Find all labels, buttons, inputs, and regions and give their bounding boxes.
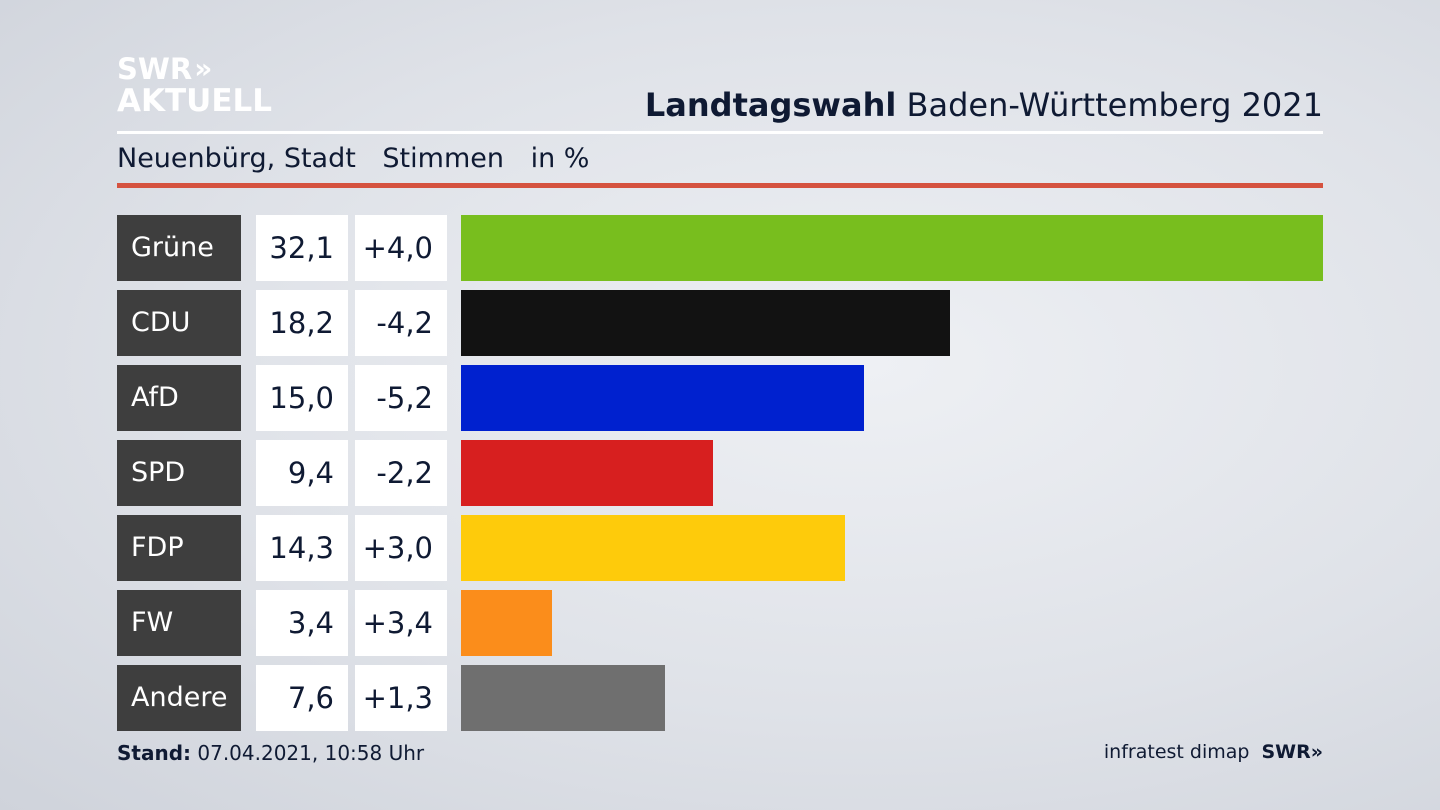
- party-label: AfD: [117, 365, 241, 431]
- party-label: FDP: [117, 515, 241, 581]
- vote-change-value: +1,3: [355, 665, 447, 731]
- accent-divider: [117, 183, 1323, 188]
- vote-share-value: 14,3: [256, 515, 348, 581]
- chart-row: FW 3,4 +3,4: [117, 590, 1323, 656]
- bar-spd: [461, 440, 713, 506]
- logo-aktuell: AKTUELL: [117, 83, 273, 119]
- party-label: SPD: [117, 440, 241, 506]
- header-divider: [117, 131, 1323, 134]
- stand-value: 07.04.2021, 10:58 Uhr: [191, 741, 425, 765]
- vote-change-value: +3,0: [355, 515, 447, 581]
- unit-label: in %: [530, 143, 590, 174]
- vote-share-value: 3,4: [256, 590, 348, 656]
- title-rest: Baden-Württemberg 2021: [896, 86, 1324, 124]
- measure-label: Stimmen: [382, 143, 504, 174]
- swr-footer-logo: SWR»: [1261, 741, 1323, 763]
- bar-gr-ne: [461, 215, 1323, 281]
- logo-swr: SWR: [117, 52, 193, 86]
- timestamp: Stand: 07.04.2021, 10:58 Uhr: [117, 741, 424, 765]
- chart-subtitle: Neuenbürg, Stadt Stimmen in %: [117, 143, 607, 174]
- bar-cdu: [461, 290, 950, 356]
- chart-row: CDU 18,2 -4,2: [117, 290, 1323, 356]
- vote-share-value: 18,2: [256, 290, 348, 356]
- bar-afd: [461, 365, 864, 431]
- chart-row: Andere 7,6 +1,3: [117, 665, 1323, 731]
- chart-row: AfD 15,0 -5,2: [117, 365, 1323, 431]
- swr-aktuell-logo: SWR» AKTUELL: [117, 52, 273, 119]
- logo-arrows-icon: »: [194, 52, 213, 85]
- vote-share-value: 9,4: [256, 440, 348, 506]
- chart-row: SPD 9,4 -2,2: [117, 440, 1323, 506]
- bar-andere: [461, 665, 665, 731]
- party-label: FW: [117, 590, 241, 656]
- party-label: Grüne: [117, 215, 241, 281]
- party-label: CDU: [117, 290, 241, 356]
- chart-row: Grüne 32,1 +4,0: [117, 215, 1323, 281]
- bar-fw: [461, 590, 552, 656]
- location-label: Neuenbürg, Stadt: [117, 143, 356, 174]
- party-label: Andere: [117, 665, 241, 731]
- bar-fdp: [461, 515, 845, 581]
- vote-change-value: +4,0: [355, 215, 447, 281]
- vote-share-value: 7,6: [256, 665, 348, 731]
- vote-share-value: 32,1: [256, 215, 348, 281]
- vote-change-value: +3,4: [355, 590, 447, 656]
- vote-change-value: -2,2: [355, 440, 447, 506]
- stand-label: Stand:: [117, 741, 192, 765]
- source-label: infratest dimap: [1103, 741, 1250, 763]
- title-bold: Landtagswahl: [644, 86, 897, 124]
- source-credit: infratest dimap SWR»: [1104, 741, 1323, 763]
- vote-change-value: -4,2: [355, 290, 447, 356]
- chart-row: FDP 14,3 +3,0: [117, 515, 1323, 581]
- vote-change-value: -5,2: [355, 365, 447, 431]
- vote-share-value: 15,0: [256, 365, 348, 431]
- page-title: Landtagswahl Baden-Württemberg 2021: [645, 86, 1323, 124]
